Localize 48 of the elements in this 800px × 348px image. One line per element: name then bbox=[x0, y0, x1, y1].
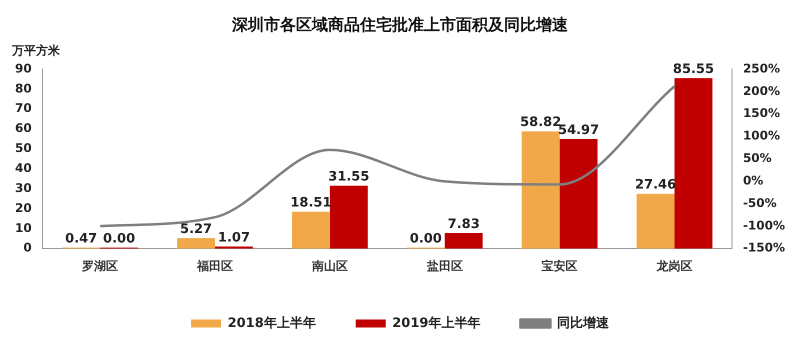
bar bbox=[560, 139, 598, 249]
legend-label: 2019年上半年 bbox=[392, 316, 480, 331]
y-tick-label: 50 bbox=[14, 141, 32, 156]
data-label: 7.83 bbox=[448, 216, 480, 232]
bar bbox=[177, 238, 216, 249]
data-label: 85.55 bbox=[672, 62, 714, 77]
x-tick-label: 宝安区 bbox=[542, 258, 578, 273]
x-tick-label: 罗湖区 bbox=[81, 258, 118, 273]
data-label: 0.00 bbox=[103, 231, 136, 246]
bar bbox=[292, 212, 330, 249]
x-tick-label: 南山区 bbox=[310, 258, 348, 273]
bar bbox=[330, 186, 368, 249]
y2-tick-label: 200% bbox=[742, 84, 780, 98]
data-label: 31.55 bbox=[328, 170, 370, 185]
x-tick-label: 盐田区 bbox=[426, 258, 463, 273]
y2-tick-label: 150% bbox=[742, 106, 780, 120]
y-tick-label: 70 bbox=[14, 101, 32, 116]
data-label: 0.00 bbox=[410, 231, 442, 246]
legend-label: 同比增速 bbox=[556, 316, 610, 331]
y2-tick-label: 50% bbox=[742, 151, 772, 166]
y2-tick-label: -150% bbox=[742, 240, 786, 255]
bar bbox=[444, 232, 483, 249]
bar bbox=[674, 78, 712, 249]
y-tick-label: 60 bbox=[14, 121, 32, 136]
y2-tick-label: -100% bbox=[742, 218, 786, 232]
y-tick-label: 80 bbox=[14, 81, 32, 96]
y2-tick-label: -50% bbox=[742, 196, 777, 210]
y-tick-label: 10 bbox=[14, 220, 32, 235]
x-tick-label: 福田区 bbox=[196, 258, 234, 273]
y-tick-label: 0 bbox=[23, 240, 32, 255]
y2-tick-label: 100% bbox=[742, 128, 780, 143]
chart-title: 深圳市各区域商品住宅批准上市面积及同比增速 bbox=[231, 14, 569, 34]
bar bbox=[522, 131, 560, 249]
data-label: 1.07 bbox=[218, 230, 250, 246]
y-tick-label: 90 bbox=[14, 61, 32, 76]
bar bbox=[636, 194, 675, 249]
x-tick-label: 龙岗区 bbox=[656, 258, 693, 273]
data-label: 0.47 bbox=[65, 231, 98, 246]
data-label: 5.27 bbox=[180, 222, 212, 237]
y-tick-label: 20 bbox=[14, 200, 32, 215]
y-axis-title: 万平方米 bbox=[11, 43, 61, 58]
y2-tick-label: 0% bbox=[742, 173, 764, 188]
y-tick-label: 30 bbox=[14, 180, 32, 195]
data-label: 54.97 bbox=[558, 122, 600, 138]
bar bbox=[215, 246, 253, 249]
y2-tick-label: 250% bbox=[742, 61, 780, 76]
y-tick-label: 40 bbox=[14, 160, 32, 175]
legend-label: 2018年上半年 bbox=[228, 316, 316, 331]
